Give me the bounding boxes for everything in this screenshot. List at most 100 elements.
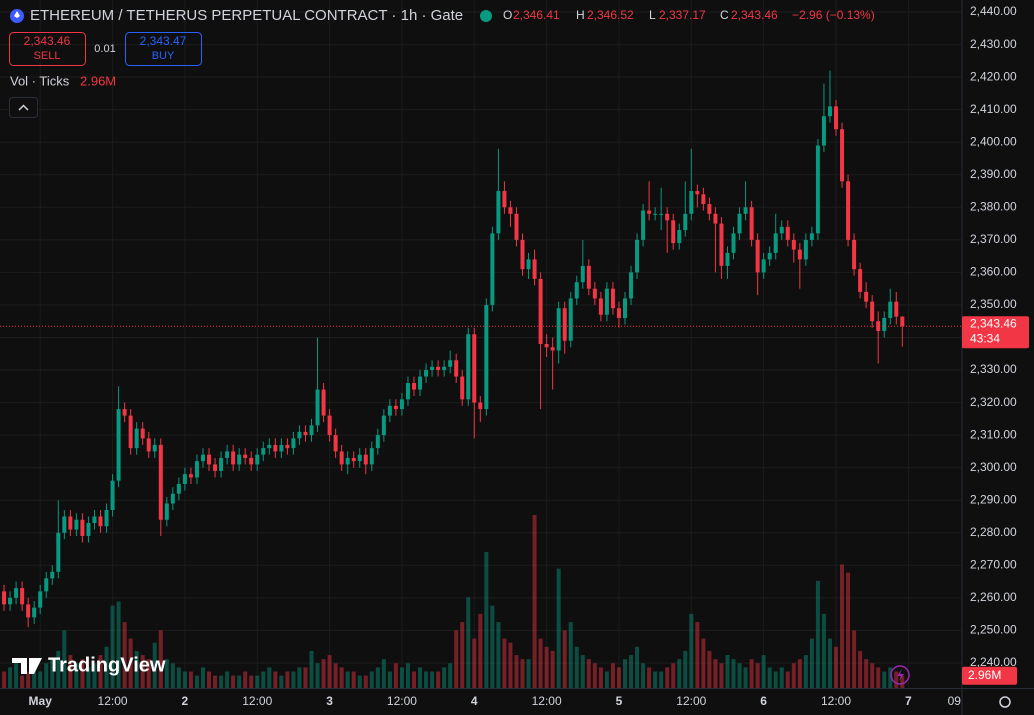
candle-body (550, 347, 555, 351)
candle-body (870, 301, 875, 322)
volume-bar (176, 667, 181, 688)
overlay: ETHEREUM / TETHERUS PERPETUAL CONTRACT ·… (9, 7, 910, 685)
volume-bar (291, 671, 296, 688)
candle-body (2, 591, 7, 605)
volume-bar (629, 655, 634, 688)
volume-bar (852, 630, 857, 688)
candle-body (381, 415, 386, 436)
volume-bar (436, 671, 441, 688)
candle-body (610, 288, 615, 309)
volume-bar (550, 650, 555, 688)
volume-bar (411, 671, 416, 688)
volume-bar (454, 630, 459, 688)
candle-body (14, 588, 19, 598)
volume-bar (797, 659, 802, 688)
buy-button[interactable] (125, 32, 202, 66)
candle-body (104, 509, 109, 527)
volume-bar (743, 667, 748, 688)
candle-body (56, 532, 61, 572)
candle-body (785, 226, 790, 240)
volume-bar (116, 601, 121, 688)
candle-body (267, 444, 272, 449)
candle-body (315, 389, 320, 426)
volume-bar (598, 667, 603, 688)
candle-body (182, 474, 187, 484)
candle-body (357, 454, 362, 462)
candle-body (50, 571, 55, 579)
candle-body (249, 457, 254, 465)
candle-body (363, 454, 368, 465)
candle-body (231, 451, 236, 465)
candle-body (568, 298, 573, 341)
volume-bar (261, 671, 266, 688)
volume-bar (713, 659, 718, 688)
volume-bar (815, 580, 820, 688)
volume-bar (900, 675, 905, 688)
volume-bar (200, 667, 205, 688)
candle-body (864, 291, 869, 302)
sell-button[interactable] (9, 32, 86, 66)
volume-bar (592, 663, 597, 688)
candle-body (321, 389, 326, 416)
candle-body (38, 591, 43, 608)
volume-bar (478, 613, 483, 688)
candle-body (556, 308, 561, 351)
candle-body (827, 106, 832, 117)
x-tick-label: 6 (760, 694, 767, 708)
candle-body (858, 269, 863, 292)
candle-body (333, 435, 338, 452)
symbol-icon-glyph (14, 11, 20, 18)
volume-bar (152, 642, 157, 688)
y-tick-label: 2,320.00 (970, 395, 1017, 409)
volume-bar (255, 675, 260, 688)
volume-bar (393, 663, 398, 688)
volume-bar (188, 671, 193, 688)
y-tick-label: 2,310.00 (970, 427, 1017, 441)
volume-tag (962, 666, 1017, 685)
candle-body (442, 366, 447, 371)
volume-bar (345, 671, 350, 688)
candle-body (237, 454, 242, 465)
x-tick-label: 12:00 (676, 694, 706, 708)
y-tick-label: 2,300.00 (970, 460, 1017, 474)
candle-body (840, 129, 845, 182)
candle-body (701, 194, 706, 205)
candle-body (430, 366, 435, 371)
candle-body (821, 116, 826, 146)
candle-body (641, 210, 646, 240)
price-axis: 2,240.00 2,250.00 2,260.00 2,270.00 2,280.00… (962, 4, 1029, 685)
volume-bar (604, 671, 609, 688)
volume-legend: Vol · Ticks (10, 73, 70, 88)
y-tick-label: 2,390.00 (970, 167, 1017, 181)
x-tick-label: 12:00 (242, 694, 272, 708)
y-tick-label: 2,430.00 (970, 37, 1017, 51)
volume-bar (689, 613, 694, 688)
candle-body (647, 210, 652, 214)
candle-body (418, 376, 423, 390)
settings-icon[interactable] (999, 696, 1011, 708)
collapse-button[interactable] (9, 97, 38, 118)
candle-body (8, 597, 13, 605)
candle-body (502, 191, 507, 208)
candle-body (26, 604, 31, 618)
volume-bar (56, 650, 61, 688)
alert-icon[interactable] (890, 665, 910, 685)
x-tick-label: 7 (905, 694, 912, 708)
volume-bar (38, 671, 43, 688)
x-tick-label: 5 (616, 694, 623, 708)
volume-bar (442, 667, 447, 688)
volume-bar (62, 630, 67, 688)
volume-bar (671, 663, 676, 688)
candle-body (194, 461, 199, 478)
candle-body (713, 213, 718, 224)
volume-bar (14, 663, 19, 688)
candle-body (900, 316, 905, 327)
volume-bar (761, 655, 766, 688)
candle-body (219, 457, 224, 471)
candle-body (405, 383, 410, 400)
alert-glyph (897, 669, 904, 681)
candle-body (472, 334, 477, 403)
x-tick-label: 12:00 (532, 694, 562, 708)
candle-body (20, 588, 25, 605)
candle-body (411, 383, 416, 390)
